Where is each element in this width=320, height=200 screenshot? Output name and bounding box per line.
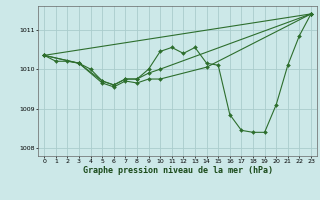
X-axis label: Graphe pression niveau de la mer (hPa): Graphe pression niveau de la mer (hPa) bbox=[83, 166, 273, 175]
